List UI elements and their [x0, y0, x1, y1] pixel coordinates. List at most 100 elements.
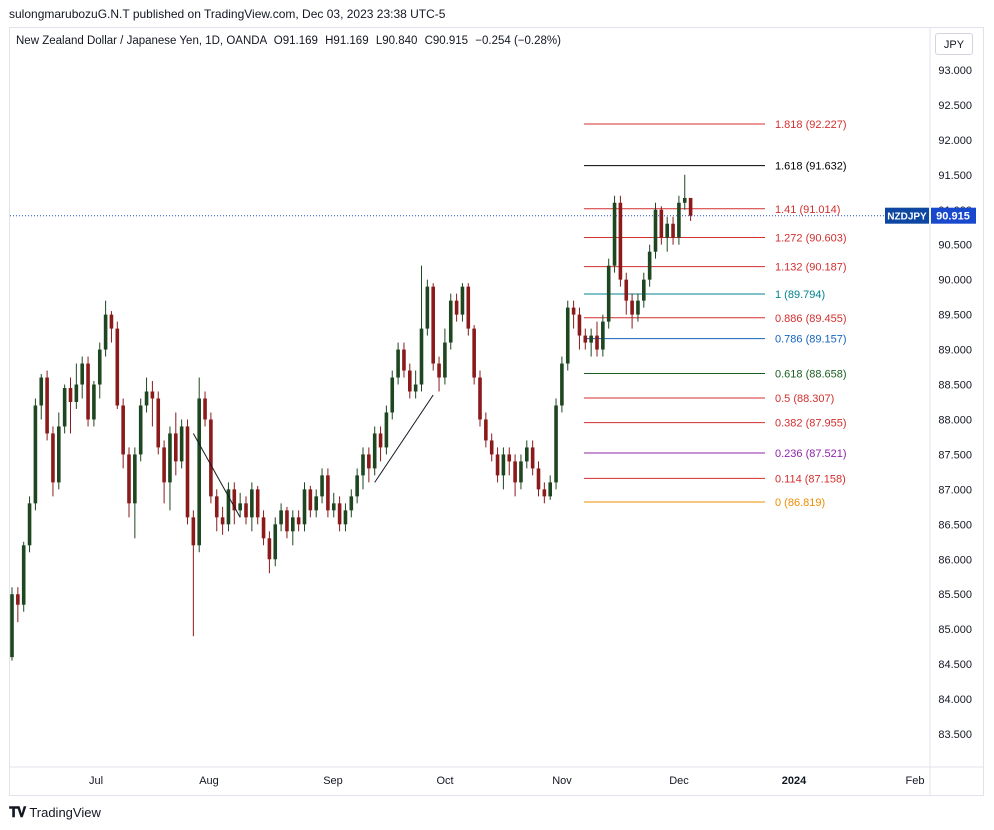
candle-body: [168, 433, 172, 483]
candle: [285, 506, 289, 539]
candle-body: [448, 300, 453, 343]
x-tick-label: Oct: [436, 775, 453, 787]
y-tick-label: 88.500: [938, 380, 972, 392]
candle-body: [285, 510, 289, 532]
candle: [220, 506, 225, 535]
candle-body: [349, 496, 354, 511]
candle: [16, 587, 20, 623]
y-tick-label: 90.000: [938, 275, 972, 287]
candle-body: [525, 447, 529, 462]
candle: [45, 370, 49, 441]
candle: [595, 321, 599, 357]
candle-body: [156, 398, 161, 448]
candle-body: [308, 489, 313, 511]
candle: [630, 293, 634, 329]
candle: [396, 342, 400, 385]
candle-body: [238, 503, 242, 511]
candle: [226, 482, 231, 532]
candle-body: [62, 388, 67, 427]
candle-body: [501, 454, 506, 476]
y-tick-label: 92.500: [938, 100, 972, 112]
candle-body: [144, 391, 149, 406]
candle-body: [636, 300, 640, 315]
candle-body: [495, 454, 500, 476]
candle: [413, 370, 418, 399]
chart-legend: New Zealand Dollar / Japanese Yen, 1D, O…: [16, 35, 561, 47]
candle-body: [250, 489, 254, 518]
candle: [601, 314, 605, 357]
candle-body: [267, 538, 272, 560]
candle-body: [57, 426, 61, 483]
candle-body: [554, 405, 558, 483]
y-tick-label: 93.000: [938, 65, 972, 77]
candle-body: [220, 517, 225, 525]
trend-line[interactable]: [374, 394, 434, 483]
candle-body: [302, 489, 307, 525]
y-tick-label: 85.000: [938, 624, 972, 636]
candle-body: [361, 454, 365, 476]
candle-body: [21, 545, 26, 605]
candle-body: [92, 384, 96, 420]
candle: [308, 485, 313, 518]
candle: [133, 447, 137, 539]
fib-level-label: 1.132 (90.187): [775, 262, 847, 274]
fib-level-label: 0.618 (88.658): [775, 368, 847, 380]
candle: [197, 377, 201, 553]
candle-body: [583, 335, 588, 343]
candle-body: [478, 377, 482, 420]
candle-body: [688, 197, 693, 216]
fib-level-label: 0.382 (87.955): [775, 418, 847, 430]
candle-body: [577, 314, 582, 336]
candle-body: [74, 384, 79, 402]
currency-button[interactable]: JPY: [935, 33, 973, 55]
tradingview-logo[interactable]: 𝐓𝐕 TradingView: [9, 804, 101, 821]
legend-high: H91.169: [325, 35, 369, 47]
candle: [443, 328, 447, 385]
candle: [314, 489, 318, 518]
candle-body: [10, 594, 14, 658]
last-price-label: 90.915: [936, 211, 970, 223]
candle: [185, 419, 190, 525]
candle: [583, 328, 588, 350]
y-tick-label: 88.000: [938, 414, 972, 426]
candle-body: [261, 517, 266, 539]
candle: [484, 412, 488, 448]
candle-body: [402, 349, 406, 371]
candle: [156, 391, 161, 455]
tradingview-brand: TradingView: [29, 805, 101, 820]
candle: [97, 342, 102, 399]
candle: [367, 447, 371, 483]
candle: [419, 265, 424, 392]
candle-body: [384, 412, 389, 448]
candle: [68, 377, 73, 434]
chart-frame: [9, 27, 984, 796]
candle-body: [390, 377, 395, 413]
candle-body: [279, 510, 283, 525]
candle: [454, 293, 459, 322]
candle-body: [466, 286, 471, 329]
candle: [489, 433, 494, 462]
candle-body: [133, 454, 137, 504]
candle-body: [150, 391, 155, 399]
candle-body: [103, 314, 108, 350]
candle: [472, 325, 476, 385]
candle-body: [179, 426, 184, 462]
candle: [618, 195, 623, 287]
candle-body: [16, 594, 20, 605]
candle-body: [513, 461, 517, 483]
fib-level-label: 1.41 (91.014): [775, 204, 840, 216]
trend-line[interactable]: [192, 433, 241, 518]
candle: [150, 381, 155, 427]
fib-level-label: 0.114 (87.158): [775, 473, 846, 485]
candle: [548, 475, 552, 500]
candle: [162, 440, 166, 504]
y-tick-label: 83.500: [938, 729, 972, 741]
candle-body: [589, 335, 593, 343]
fib-level-label: 0 (86.819): [775, 497, 825, 509]
symbol-tag-label: NZDJPY: [887, 212, 927, 223]
candle: [513, 454, 517, 497]
candle: [302, 482, 307, 532]
candle-body: [612, 202, 617, 266]
candle: [478, 370, 482, 427]
